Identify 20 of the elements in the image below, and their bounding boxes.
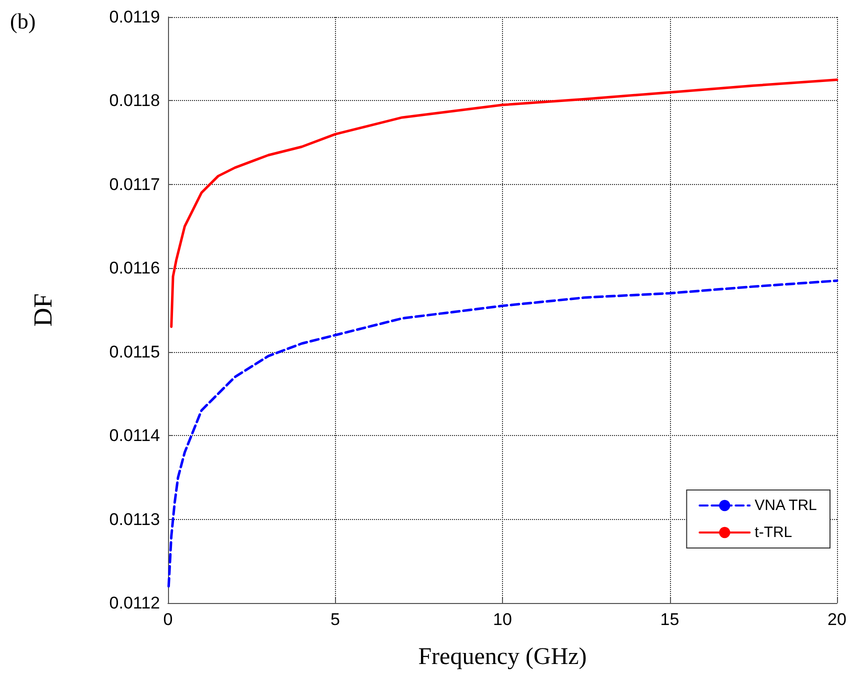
x-tick-label: 5 [330,610,340,629]
x-axis-title: Frequency (GHz) [418,644,587,670]
x-tick-label: 0 [163,610,173,629]
line-series [170,78,838,328]
y-axis-title: DF [28,293,58,327]
y-tick-label: 0.0112 [109,594,160,612]
y-tick-label: 0.0119 [109,8,160,26]
y-tick-label: 0.0117 [109,174,160,194]
y-tick-label: 0.0118 [109,91,160,110]
y-tick-label: 0.0115 [109,342,160,362]
x-tick-label: 10 [493,610,512,629]
y-tick-label: 0.0113 [109,510,160,529]
x-tick-label: 20 [828,610,846,629]
y-tick-label: 0.0116 [109,258,160,278]
x-tick-label: 15 [660,610,680,629]
legend-label: VNA TRL [754,497,817,514]
line-series [167,279,838,588]
y-tick-label: 0.0114 [109,426,160,446]
legend-label: t-TRL [754,524,792,541]
text: (b) [10,8,36,34]
